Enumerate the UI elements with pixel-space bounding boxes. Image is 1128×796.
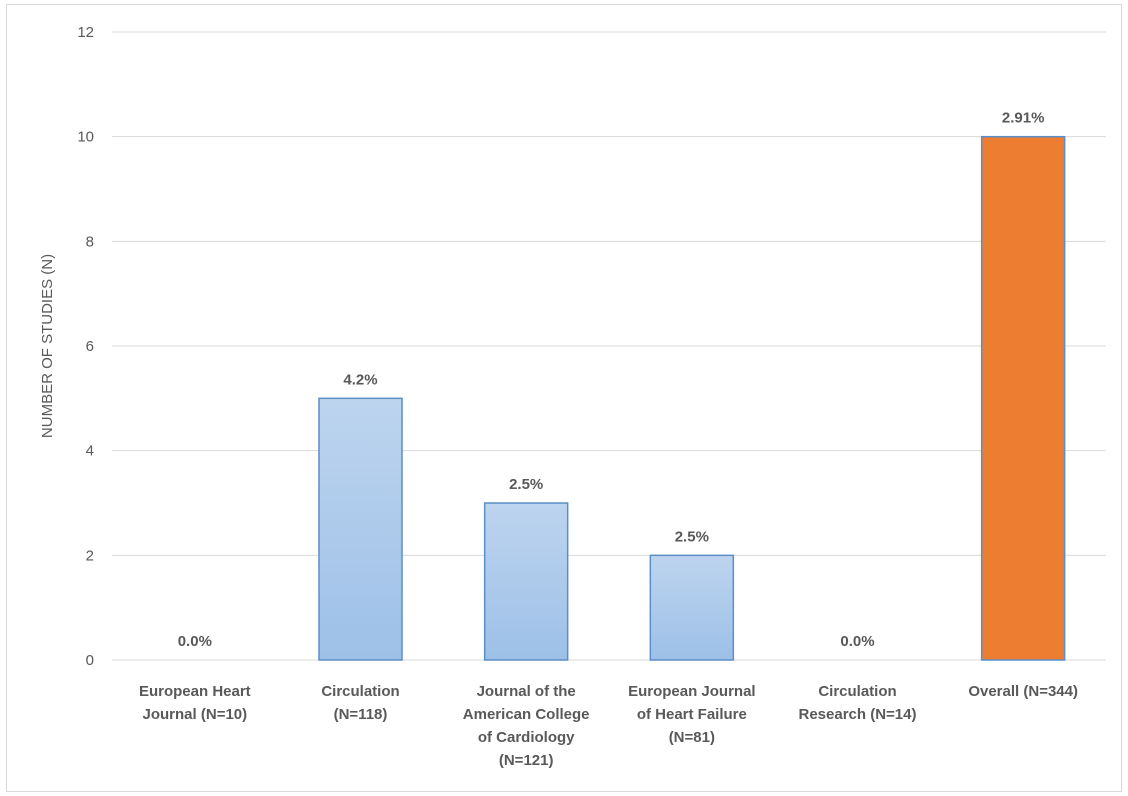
y-tick-label: 6 xyxy=(86,338,94,355)
y-tick-label: 0 xyxy=(86,652,94,669)
x-category-label: Circulation (N=118) xyxy=(321,683,399,723)
bars xyxy=(318,135,1066,661)
data-labels: 0.0% 4.2% 2.5% 2.5% 0.0% 2.91% xyxy=(178,110,1045,650)
y-tick-label: 12 xyxy=(77,24,94,41)
x-axis-categories: European Heart Journal (N=10) Circulation(… xyxy=(139,683,1078,769)
y-tick-label: 2 xyxy=(86,547,94,564)
y-tick-label: 8 xyxy=(86,233,94,250)
bar-data-label: 0.0% xyxy=(178,633,212,650)
bar-data-label: 4.2% xyxy=(343,371,377,388)
x-category-label: European Heart Journal (N=10) xyxy=(139,683,251,723)
gridlines xyxy=(112,31,1106,661)
bar-data-label: 2.5% xyxy=(675,528,709,545)
y-tick-label: 10 xyxy=(77,129,94,146)
bar-data-label: 2.5% xyxy=(509,476,543,493)
bar xyxy=(980,135,1066,661)
bar-data-label: 2.91% xyxy=(1002,110,1045,127)
y-axis-title: NUMBER OF STUDIES (N) xyxy=(39,254,56,438)
bar xyxy=(483,502,569,661)
x-category-label: European Journal of Heart Failure (N=81) xyxy=(628,683,756,746)
bar xyxy=(318,397,403,661)
x-category-label: Overall (N=344) xyxy=(968,683,1078,700)
y-tick-label: 4 xyxy=(86,443,94,460)
x-category-label: Circulation Research (N=14) xyxy=(799,683,917,723)
x-category-label: Journal of the American College of Cardiol… xyxy=(463,683,590,769)
y-axis-ticks: 0 2 4 6 8 10 12 xyxy=(77,24,94,669)
bar xyxy=(649,554,735,661)
bar-data-label: 0.0% xyxy=(840,633,874,650)
